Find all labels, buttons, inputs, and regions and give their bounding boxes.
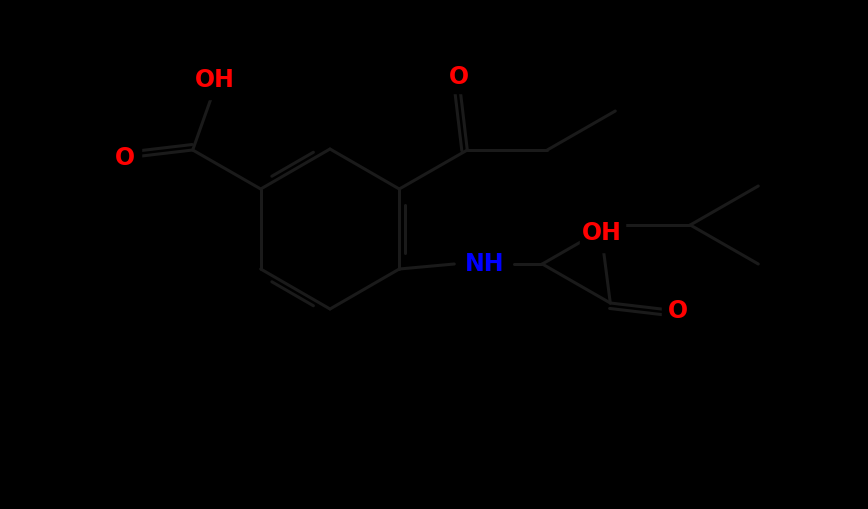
Bar [192, 67, 237, 99]
Text: O: O [668, 299, 688, 323]
Text: OH: OH [582, 221, 622, 245]
Text: NH: NH [464, 252, 504, 276]
Text: O: O [115, 146, 135, 170]
Bar [580, 220, 625, 252]
Bar [444, 61, 476, 93]
Bar [108, 142, 141, 174]
Text: OH: OH [194, 68, 234, 92]
Bar [459, 248, 510, 280]
Bar [662, 295, 694, 327]
Text: O: O [450, 65, 470, 89]
